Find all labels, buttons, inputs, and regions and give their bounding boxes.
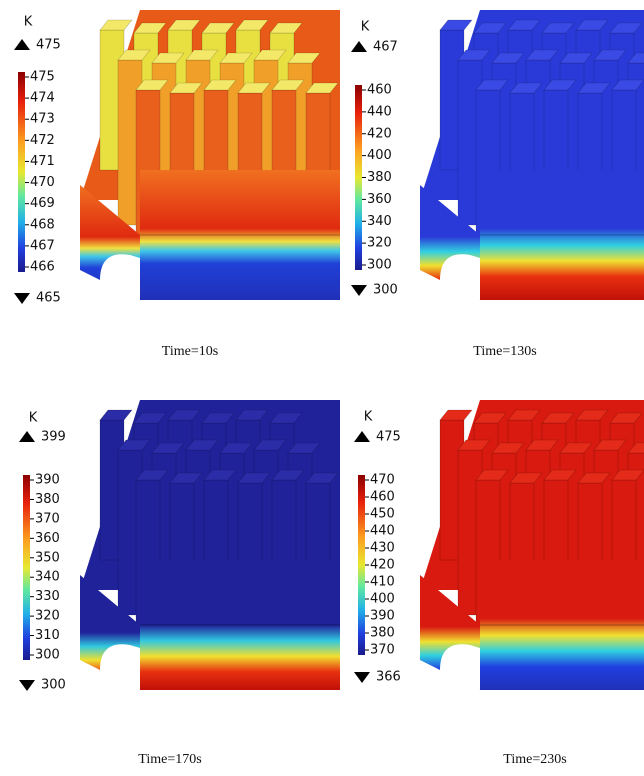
colorbar-tick-label: 380 bbox=[35, 492, 60, 507]
colorbar-tick-label: 410 bbox=[370, 575, 395, 590]
max-marker bbox=[354, 431, 370, 442]
colorbar-tick-label: 340 bbox=[367, 214, 392, 229]
colorbar bbox=[355, 85, 362, 270]
colorbar-tick-label: 320 bbox=[35, 609, 60, 624]
colorbar-tick-label: 320 bbox=[367, 236, 392, 251]
max-label: 467 bbox=[373, 40, 398, 55]
caption: Time=230s bbox=[503, 752, 566, 767]
colorbar-tick-label: 467 bbox=[30, 238, 55, 253]
colorbar-tick-label: 300 bbox=[35, 648, 60, 663]
colorbar-tick-label: 440 bbox=[370, 524, 395, 539]
unit: K bbox=[361, 20, 370, 35]
panel: K475475474473472471470469468467466465Tim… bbox=[14, 10, 340, 359]
colorbar bbox=[358, 475, 365, 655]
colorbar-tick-label: 469 bbox=[30, 196, 55, 211]
colorbar-tick-label: 474 bbox=[30, 91, 55, 106]
unit: K bbox=[24, 15, 33, 30]
pillar-top bbox=[440, 410, 472, 420]
colorbar-tick-label: 380 bbox=[367, 170, 392, 185]
caption: Time=10s bbox=[162, 344, 218, 359]
colorbar-tick-label: 350 bbox=[35, 550, 60, 565]
caption: Time=130s bbox=[473, 344, 536, 359]
max-marker bbox=[351, 41, 367, 52]
colorbar-tick-label: 460 bbox=[367, 83, 392, 98]
colorbar-tick-label: 420 bbox=[370, 558, 395, 573]
min-marker bbox=[19, 680, 35, 691]
colorbar-tick-label: 390 bbox=[370, 609, 395, 624]
colorbar bbox=[23, 475, 30, 660]
colorbar-tick-label: 440 bbox=[367, 104, 392, 119]
colorbar-tick-label: 460 bbox=[370, 490, 395, 505]
colorbar-tick-label: 380 bbox=[370, 626, 395, 641]
panel: K467 460 440 420 400 380 360 340 320 300 300 Time=1… bbox=[351, 10, 644, 359]
min-marker bbox=[351, 285, 367, 296]
colorbar-tick-label: 340 bbox=[35, 570, 60, 585]
colorbar-tick-label: 472 bbox=[30, 133, 55, 148]
panel: K475 470 460 450 440 430 420 410 400 390 380 370 366… bbox=[354, 400, 644, 767]
colorbar-tick-label: 310 bbox=[35, 628, 60, 643]
colorbar-tick-label: 360 bbox=[367, 192, 392, 207]
colorbar-tick-label: 473 bbox=[30, 112, 55, 127]
colorbar-tick-label: 470 bbox=[30, 175, 55, 190]
min-marker bbox=[14, 293, 30, 304]
colorbar-tick-label: 466 bbox=[30, 260, 55, 275]
min-label: 300 bbox=[373, 283, 398, 298]
figure: K475475474473472471470469468467466465Tim… bbox=[0, 0, 644, 776]
max-label: 399 bbox=[41, 430, 66, 445]
arch bbox=[440, 254, 480, 300]
caption: Time=170s bbox=[138, 752, 201, 767]
colorbar-tick-label: 450 bbox=[370, 507, 395, 522]
colorbar bbox=[18, 72, 25, 272]
arch bbox=[100, 254, 140, 300]
min-label: 300 bbox=[41, 678, 66, 693]
min-label: 366 bbox=[376, 670, 401, 685]
max-marker bbox=[19, 431, 35, 442]
arch bbox=[440, 644, 480, 690]
max-marker bbox=[14, 39, 30, 50]
colorbar-tick-label: 300 bbox=[367, 258, 392, 273]
colorbar-tick-label: 468 bbox=[30, 217, 55, 232]
colorbar-tick-label: 475 bbox=[30, 70, 55, 85]
colorbar-tick-label: 370 bbox=[35, 511, 60, 526]
colorbar-tick-label: 420 bbox=[367, 126, 392, 141]
colorbar-tick-label: 400 bbox=[367, 148, 392, 163]
unit: K bbox=[29, 411, 38, 426]
colorbar-tick-label: 390 bbox=[35, 473, 60, 488]
arch bbox=[100, 644, 140, 690]
colorbar-tick-label: 471 bbox=[30, 154, 55, 169]
pillar-top bbox=[440, 20, 472, 30]
colorbar-tick-label: 400 bbox=[370, 592, 395, 607]
max-label: 475 bbox=[376, 430, 401, 445]
min-marker bbox=[354, 672, 370, 683]
colorbar-tick-label: 470 bbox=[370, 473, 395, 488]
unit: K bbox=[364, 410, 373, 425]
colorbar-tick-label: 370 bbox=[370, 643, 395, 658]
colorbar-tick-label: 360 bbox=[35, 531, 60, 546]
colorbar-tick-label: 430 bbox=[370, 541, 395, 556]
pillar-top bbox=[100, 20, 132, 30]
colorbar-tick-label: 330 bbox=[35, 589, 60, 604]
max-label: 475 bbox=[36, 38, 61, 53]
min-label: 465 bbox=[36, 291, 61, 306]
pillar-top bbox=[100, 410, 132, 420]
